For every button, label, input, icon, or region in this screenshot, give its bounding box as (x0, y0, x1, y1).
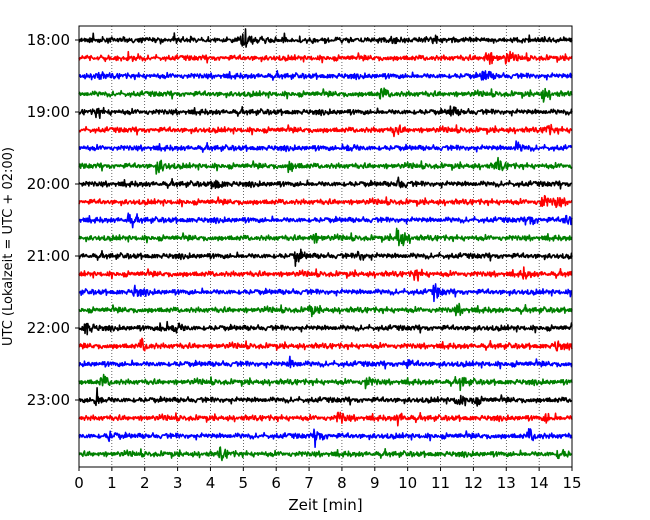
trace-2315 (78, 411, 573, 427)
trace-1930 (78, 140, 573, 153)
trace-2030 (78, 212, 573, 229)
trace-1945 (78, 156, 573, 175)
y-tick-label: 23:00 (27, 391, 70, 409)
trace-2130 (78, 283, 573, 303)
x-tick-label: 8 (337, 474, 347, 492)
x-tick-label: 14 (530, 474, 549, 492)
trace-2245 (78, 373, 573, 392)
trace-2200 (78, 320, 573, 336)
x-axis-label: Zeit [min] (288, 496, 362, 514)
trace-2100 (78, 248, 573, 267)
trace-1830 (78, 69, 573, 81)
x-tick-label: 9 (370, 474, 380, 492)
x-tick-label: 3 (173, 474, 183, 492)
x-tick-label: 10 (398, 474, 417, 492)
traces (78, 28, 573, 462)
y-tick-label: 21:00 (27, 247, 70, 265)
trace-2300 (78, 386, 573, 407)
y-axis: 18:00 19:00 20:00 21:00 22:00 23:00 (27, 31, 79, 409)
trace-2230 (78, 355, 573, 370)
y-tick-label: 19:00 (27, 103, 70, 121)
x-tick-label: 11 (431, 474, 450, 492)
trace-2330 (78, 428, 573, 448)
trace-2115 (78, 266, 573, 282)
y-tick-label: 22:00 (27, 319, 70, 337)
trace-2345 (78, 446, 573, 462)
trace-1815 (78, 50, 573, 65)
x-tick-label: 6 (271, 474, 281, 492)
plot-frame (78, 25, 573, 468)
x-tick-label: 12 (464, 474, 483, 492)
trace-1915 (78, 123, 573, 138)
x-tick-label: 4 (206, 474, 216, 492)
x-tick-label: 1 (107, 474, 117, 492)
trace-2215 (78, 337, 573, 352)
x-tick-label: 0 (74, 474, 84, 492)
x-tick-label: 15 (562, 474, 581, 492)
x-tick-label: 5 (239, 474, 249, 492)
trace-2015 (78, 194, 573, 209)
trace-2000 (78, 176, 573, 190)
y-tick-label: 18:00 (27, 31, 70, 49)
x-tick-label: 7 (304, 474, 314, 492)
trace-1845 (78, 87, 573, 103)
trace-2145 (78, 302, 573, 318)
trace-2045 (78, 227, 573, 247)
trace-1800 (78, 28, 573, 48)
x-axis: 0 1 2 3 4 5 6 7 8 9 10 11 12 13 14 15 (74, 467, 582, 492)
x-tick-label: 13 (497, 474, 516, 492)
y-tick-label: 20:00 (27, 175, 70, 193)
x-tick-label: 2 (140, 474, 150, 492)
trace-1900 (78, 105, 573, 120)
y-axis-label: UTC (Lokalzeit = UTC + 02:00) (1, 147, 16, 346)
